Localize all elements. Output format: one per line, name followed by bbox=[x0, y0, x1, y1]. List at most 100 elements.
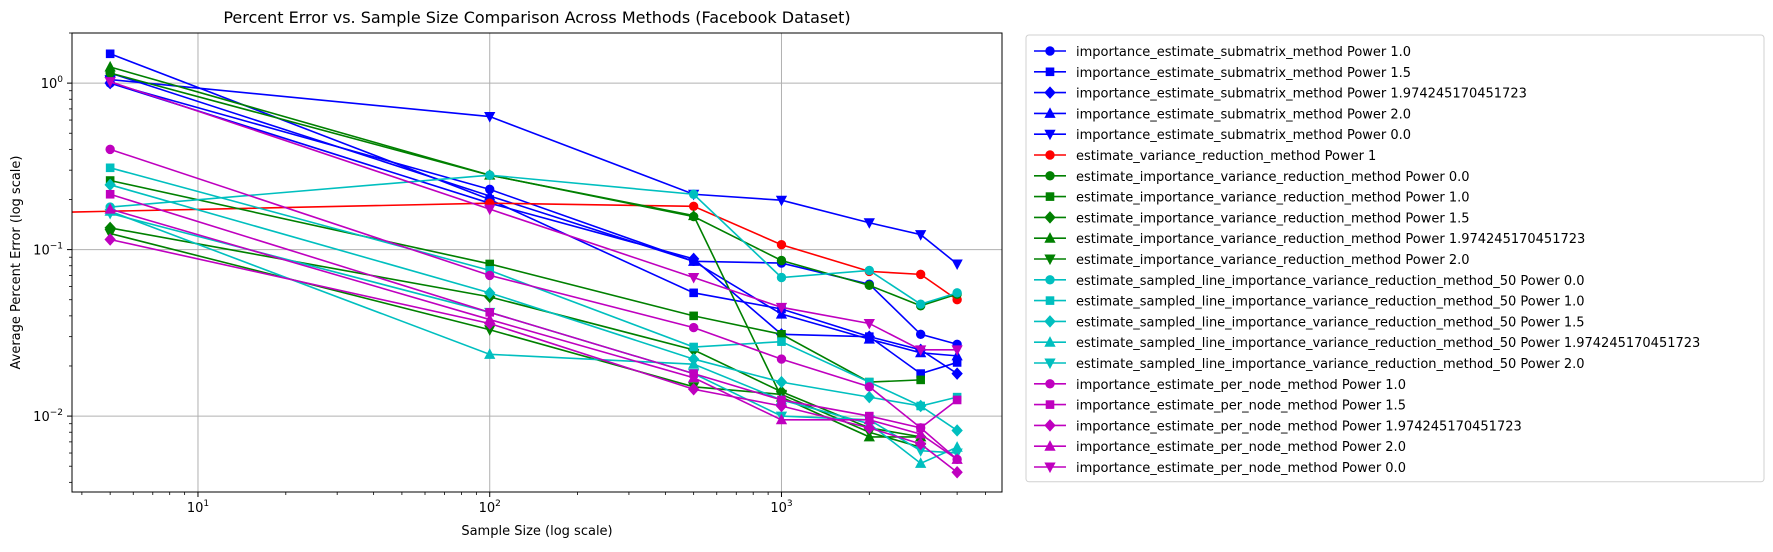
series-20 bbox=[104, 77, 963, 356]
data-point bbox=[484, 286, 496, 300]
legend-marker bbox=[1045, 296, 1055, 305]
data-point bbox=[915, 269, 926, 280]
series-line bbox=[72, 202, 958, 301]
legend-label: estimate_sampled_line_importance_varianc… bbox=[1076, 274, 1585, 289]
legend-marker bbox=[1044, 254, 1056, 266]
legend-item: estimate_variance_reduction_method Power… bbox=[1034, 149, 1376, 164]
data-point bbox=[863, 333, 875, 344]
y-tick-label: 10−1 bbox=[33, 242, 63, 259]
legend-item: importance_estimate_submatrix_method Pow… bbox=[1034, 128, 1411, 143]
legend-marker bbox=[1045, 171, 1055, 181]
data-point bbox=[863, 421, 875, 435]
legend-label: importance_estimate_submatrix_method Pow… bbox=[1076, 128, 1411, 143]
data-point bbox=[915, 457, 927, 468]
data-point bbox=[688, 358, 700, 369]
plot-area-frame bbox=[71, 32, 1003, 493]
data-point bbox=[951, 367, 963, 380]
legend-marker bbox=[1045, 67, 1055, 77]
data-point bbox=[689, 342, 698, 352]
legend-box bbox=[1025, 34, 1765, 483]
legend-marker bbox=[1044, 232, 1056, 243]
data-point bbox=[105, 49, 115, 59]
data-point bbox=[951, 345, 963, 356]
legend-marker bbox=[1044, 358, 1056, 370]
x-tick-label: 102 bbox=[479, 499, 501, 516]
data-point bbox=[951, 424, 963, 437]
data-point bbox=[864, 265, 874, 276]
chart-title: Percent Error vs. Sample Size Comparison… bbox=[223, 8, 850, 27]
data-point bbox=[863, 218, 875, 229]
legend-item: importance_estimate_per_node_method Powe… bbox=[1034, 399, 1406, 414]
data-point bbox=[484, 348, 496, 359]
x-axis-title: Sample Size (log scale) bbox=[461, 524, 612, 539]
data-point bbox=[914, 399, 927, 413]
axes: 101 102 103 10−2 10−1 100 bbox=[33, 32, 986, 516]
legend-marker bbox=[1044, 336, 1056, 347]
legend-item: importance_estimate_per_node_method Powe… bbox=[1034, 378, 1406, 393]
legend-label: importance_estimate_submatrix_method Pow… bbox=[1076, 66, 1411, 81]
legend-label: estimate_sampled_line_importance_varianc… bbox=[1076, 315, 1585, 330]
data-point bbox=[104, 77, 116, 88]
data-point bbox=[915, 329, 926, 339]
data-point bbox=[915, 230, 927, 241]
data-point bbox=[775, 308, 788, 319]
legend-marker bbox=[1045, 400, 1055, 409]
legend-item: estimate_importance_variance_reduction_m… bbox=[1034, 170, 1470, 185]
legend-item: importance_estimate_submatrix_method Pow… bbox=[1034, 66, 1411, 81]
legend-marker bbox=[1045, 46, 1055, 56]
legend-item: estimate_importance_variance_reduction_m… bbox=[1034, 232, 1585, 247]
data-point bbox=[915, 345, 927, 356]
y-tick-label: 10−2 bbox=[33, 408, 63, 425]
series-line bbox=[109, 232, 921, 449]
legend-marker bbox=[1044, 129, 1056, 141]
y-tick-label: 100 bbox=[41, 75, 64, 92]
legend-marker bbox=[1044, 107, 1056, 118]
legend-label: estimate_sampled_line_importance_varianc… bbox=[1076, 336, 1700, 351]
legend-item: estimate_sampled_line_importance_varianc… bbox=[1034, 274, 1585, 289]
legend-label: estimate_importance_variance_reduction_m… bbox=[1076, 211, 1470, 226]
legend-item: estimate_sampled_line_importance_varianc… bbox=[1034, 295, 1585, 310]
legend-label: importance_estimate_per_node_method Powe… bbox=[1076, 461, 1406, 476]
data-point bbox=[951, 259, 963, 271]
legend-item: estimate_sampled_line_importance_varianc… bbox=[1034, 315, 1585, 330]
series-11 bbox=[105, 170, 962, 309]
data-point bbox=[775, 195, 788, 207]
legend: importance_estimate_submatrix_method Pow… bbox=[1025, 34, 1765, 483]
series-layer bbox=[72, 49, 963, 479]
legend-item: importance_estimate_submatrix_method Pow… bbox=[1034, 45, 1411, 60]
data-point bbox=[776, 272, 787, 283]
data-point bbox=[863, 413, 875, 425]
data-point bbox=[776, 354, 787, 364]
data-point bbox=[863, 390, 875, 404]
legend-label: importance_estimate_per_node_method Powe… bbox=[1076, 399, 1406, 414]
legend-item: estimate_sampled_line_importance_varianc… bbox=[1034, 357, 1585, 372]
data-point bbox=[688, 322, 699, 333]
data-point bbox=[777, 329, 786, 339]
legend-label: importance_estimate_submatrix_method Pow… bbox=[1076, 45, 1411, 60]
data-point bbox=[775, 413, 788, 425]
legend-item: importance_estimate_per_node_method Powe… bbox=[1034, 461, 1406, 476]
legend-label: estimate_importance_variance_reduction_m… bbox=[1076, 191, 1470, 206]
series-19 bbox=[104, 203, 963, 464]
legend-item: importance_estimate_submatrix_method Pow… bbox=[1034, 107, 1411, 122]
legend-label: importance_estimate_submatrix_method Pow… bbox=[1076, 107, 1411, 122]
legend-label: estimate_sampled_line_importance_varianc… bbox=[1076, 295, 1585, 310]
data-point bbox=[915, 299, 926, 309]
data-point bbox=[914, 437, 927, 451]
data-point bbox=[688, 255, 700, 266]
data-point bbox=[863, 318, 875, 330]
legend-marker bbox=[1045, 275, 1055, 285]
data-point bbox=[952, 395, 962, 405]
legend-marker bbox=[1045, 150, 1055, 160]
data-point bbox=[775, 399, 788, 413]
data-point bbox=[485, 270, 495, 281]
legend-label: importance_estimate_per_node_method Powe… bbox=[1076, 378, 1406, 393]
legend-item: importance_estimate_per_node_method Powe… bbox=[1034, 440, 1406, 455]
legend-marker bbox=[1045, 379, 1055, 389]
legend-marker bbox=[1044, 86, 1056, 99]
data-point bbox=[105, 144, 115, 155]
legend-item: estimate_importance_variance_reduction_m… bbox=[1034, 211, 1470, 226]
data-point bbox=[104, 233, 116, 246]
data-point bbox=[951, 453, 963, 464]
legend-label: estimate_variance_reduction_method Power… bbox=[1076, 149, 1376, 164]
